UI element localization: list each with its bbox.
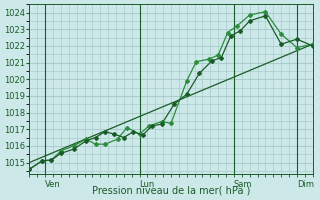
Text: Ven: Ven bbox=[45, 180, 61, 189]
Text: Sam: Sam bbox=[234, 180, 252, 189]
X-axis label: Pression niveau de la mer( hPa ): Pression niveau de la mer( hPa ) bbox=[92, 186, 250, 196]
Text: Lun: Lun bbox=[140, 180, 155, 189]
Text: Dim: Dim bbox=[297, 180, 314, 189]
